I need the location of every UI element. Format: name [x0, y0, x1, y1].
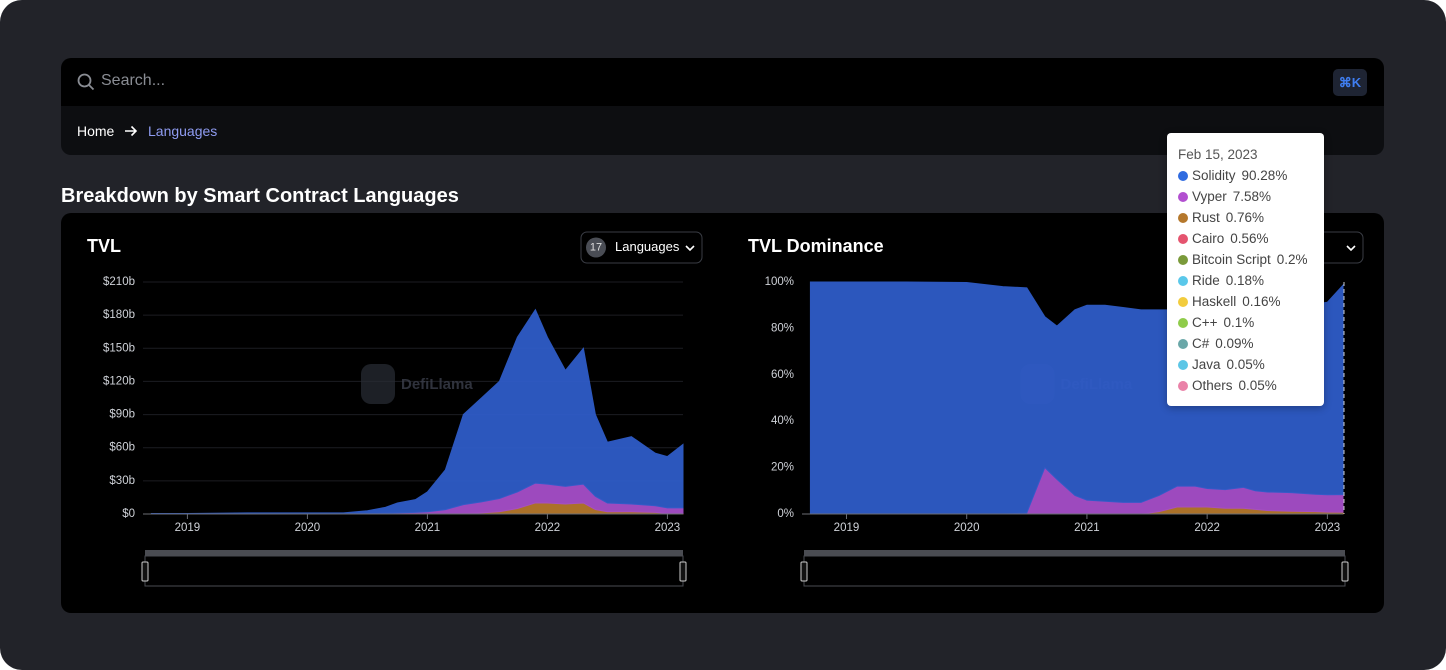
area: [150, 308, 684, 515]
x-tick-label: 2021: [1074, 522, 1100, 534]
tooltip-row: Cairo 0.56%: [1178, 231, 1269, 246]
tooltip-row: Java 0.05%: [1178, 357, 1265, 372]
tooltip-row: C# 0.09%: [1178, 336, 1254, 351]
breadcrumb: Home Languages: [61, 106, 1384, 155]
y-tick-label: $210b: [103, 276, 135, 288]
tooltip-name: Java: [1192, 357, 1221, 372]
x-tick-label: 2019: [834, 522, 860, 534]
breadcrumb-arrow: [125, 125, 138, 137]
range-handle[interactable]: [1341, 561, 1349, 582]
tooltip-dot: [1178, 255, 1188, 265]
x-tick-label: 2022: [535, 522, 561, 534]
tooltip-name: C#: [1192, 336, 1210, 351]
chart-title: TVL Dominance: [748, 236, 884, 256]
x-tick-label: 2020: [954, 522, 980, 534]
tooltip-value: 0.16%: [1242, 294, 1281, 309]
tooltip-row: Vyper 7.58%: [1178, 189, 1271, 204]
selector-count-bg: [586, 237, 606, 258]
y-tick-label: 60%: [771, 369, 794, 381]
y-tick-label: 40%: [771, 415, 794, 427]
y-tick-label: $90b: [109, 409, 135, 421]
tooltip-name: Vyper: [1192, 189, 1227, 204]
tooltip-row: Ride 0.18%: [1178, 273, 1264, 288]
search-icon: [77, 73, 95, 91]
breadcrumb-home[interactable]: Home: [77, 123, 115, 139]
tooltip-dot: [1178, 234, 1188, 244]
range-window: [803, 555, 1346, 587]
tooltip-value: 0.1%: [1223, 315, 1255, 330]
search-bar[interactable]: Search... ⌘K: [61, 58, 1384, 106]
tooltip-dot: [1178, 318, 1188, 328]
selector-label: Languages: [615, 239, 680, 254]
selector-chevron: [1346, 245, 1356, 252]
selector-count: 17: [590, 241, 602, 253]
tooltip-dot: [1178, 276, 1188, 286]
range-window: [144, 555, 684, 587]
watermark: DefiLlama: [401, 376, 473, 393]
tooltip-value: 0.2%: [1276, 252, 1308, 267]
x-tick-label: 2019: [175, 522, 201, 534]
tooltip-dot: [1178, 339, 1188, 349]
range-handle[interactable]: [141, 561, 149, 582]
x-tick-label: 2022: [1194, 522, 1220, 534]
tooltip-value: 90.28%: [1241, 168, 1288, 183]
tooltip-name: Cairo: [1192, 231, 1225, 246]
y-tick-label: $0: [122, 508, 135, 520]
tooltip-dot: [1178, 213, 1188, 223]
tooltip-dot: [1178, 192, 1188, 202]
selector-chevron: [685, 245, 695, 252]
tooltip-dot: [1178, 381, 1188, 391]
tooltip-name: C++: [1192, 315, 1218, 330]
range-handle[interactable]: [800, 561, 808, 582]
tooltip-row: C++ 0.1%: [1178, 315, 1254, 330]
tooltip-name: Ride: [1192, 273, 1220, 288]
range-track: [804, 550, 1345, 556]
y-tick-label: $30b: [109, 475, 135, 487]
tooltip-name: Haskell: [1192, 294, 1237, 309]
tooltip-value: 0.09%: [1215, 336, 1254, 351]
language-selector[interactable]: 17 Languages: [580, 231, 703, 264]
x-tick-label: 2021: [415, 522, 441, 534]
y-tick-label: $60b: [109, 442, 135, 454]
watermark-logo: [361, 364, 395, 404]
breadcrumb-current: Languages: [148, 123, 218, 139]
tooltip-name: Bitcoin Script: [1192, 252, 1271, 267]
tooltip-value: 0.56%: [1230, 231, 1269, 246]
tooltip-dot: [1178, 360, 1188, 370]
tooltip-dot: [1178, 171, 1188, 181]
y-tick-label: $120b: [103, 375, 135, 387]
y-tick-label: 100%: [765, 276, 794, 288]
chart-title: TVL: [87, 236, 121, 256]
tooltip-value: 7.58%: [1232, 189, 1272, 204]
tooltip-value: 0.05%: [1226, 357, 1265, 372]
tooltip-row: Haskell 0.16%: [1178, 294, 1281, 309]
tooltip-dot: [1178, 297, 1188, 307]
tooltip-row: Rust 0.76%: [1178, 210, 1264, 225]
tooltip: Feb 15, 2023 Solidity 90.28% Vyper 7.58% Rus…: [1167, 133, 1324, 406]
page-heading: Breakdown by Smart Contract Languages: [61, 185, 459, 207]
tooltip-date: Feb 15, 2023: [1178, 147, 1258, 162]
y-tick-label: $180b: [103, 309, 135, 321]
selector-box: [580, 231, 703, 264]
y-tick-label: 0%: [777, 508, 794, 520]
range-handle[interactable]: [679, 561, 687, 582]
tooltip-value: 0.18%: [1225, 273, 1265, 288]
y-tick-label: $150b: [103, 342, 135, 354]
tooltip-row: Solidity 90.28%: [1178, 168, 1287, 183]
y-tick-label: 80%: [771, 322, 794, 334]
x-tick-label: 2023: [655, 522, 681, 534]
x-tick-label: 2023: [1315, 522, 1341, 534]
search-placeholder: Search...: [101, 72, 166, 89]
tooltip-row: Bitcoin Script 0.2%: [1178, 252, 1308, 267]
tooltip-value: 0.05%: [1238, 378, 1277, 393]
range-track: [145, 550, 683, 556]
x-tick-label: 2020: [295, 522, 321, 534]
tooltip-row: Others 0.05%: [1178, 378, 1277, 393]
tooltip-name: Others: [1192, 378, 1233, 393]
tooltip-name: Rust: [1192, 210, 1220, 225]
tooltip-name: Solidity: [1192, 168, 1236, 183]
y-tick-label: 20%: [771, 462, 794, 474]
shortcut-key[interactable]: ⌘K: [1333, 69, 1367, 96]
tooltip-value: 0.76%: [1225, 210, 1265, 225]
